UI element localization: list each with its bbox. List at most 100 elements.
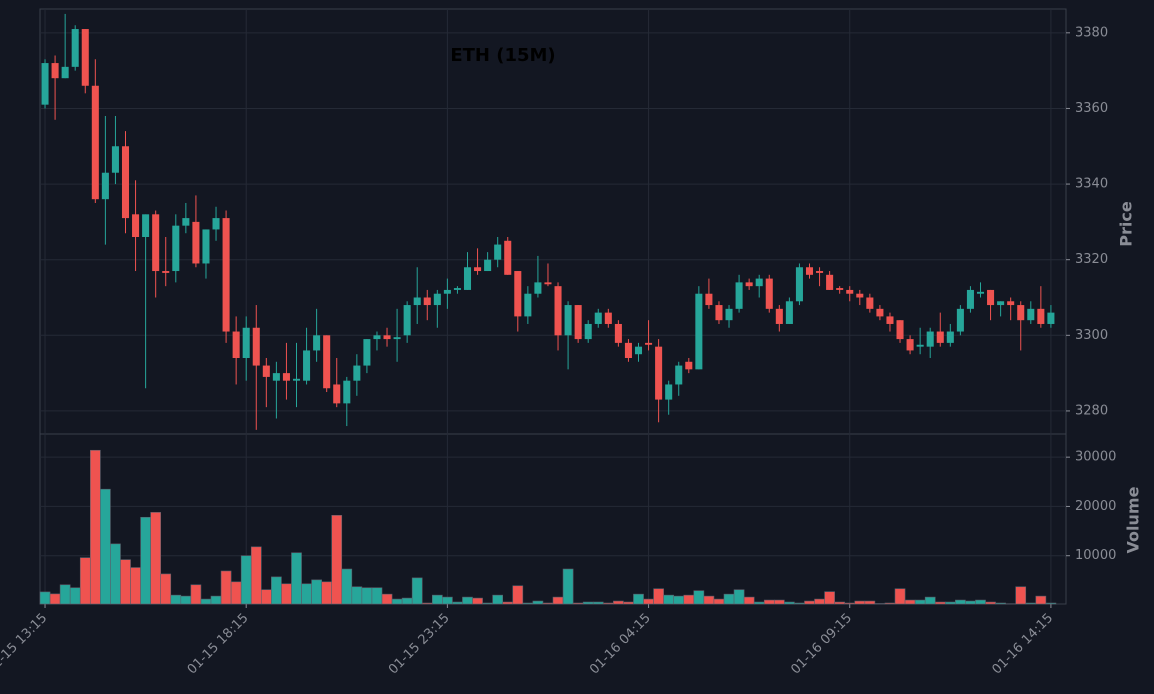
candle-body <box>594 312 602 324</box>
volume-bar <box>562 568 574 605</box>
volume-bar <box>502 601 514 605</box>
candle-body <box>685 361 693 370</box>
volume-bar <box>995 602 1006 605</box>
candle-body <box>564 305 572 336</box>
volume-bar <box>331 515 343 605</box>
volume-bar <box>210 595 222 605</box>
candle-body <box>152 214 160 272</box>
volume-bar <box>120 559 131 605</box>
candle-body <box>1027 308 1035 321</box>
volume-bar <box>240 555 252 605</box>
volume-bar <box>763 599 775 605</box>
volume-bar <box>975 599 986 605</box>
candle-body <box>111 146 119 173</box>
volume-bar <box>1015 586 1027 605</box>
candle-body <box>795 267 803 302</box>
candle-body <box>765 278 773 309</box>
candle-body <box>232 331 240 358</box>
y-axis-title: Price <box>1117 201 1136 247</box>
volume-bar <box>39 591 51 605</box>
candle-body <box>745 282 753 287</box>
volume-bar <box>341 568 353 605</box>
candle-body <box>785 301 793 324</box>
volume-bar <box>281 583 292 605</box>
volume-bar <box>985 601 996 605</box>
volume-bar <box>904 599 916 605</box>
volume-bar <box>442 596 453 605</box>
volume-bar <box>914 599 926 605</box>
candle-body <box>132 214 140 238</box>
volume-bar <box>673 595 685 605</box>
candle-body <box>705 293 713 306</box>
volume-bar <box>89 449 101 605</box>
candle-body <box>363 339 371 366</box>
volume-bar <box>522 602 534 605</box>
candle-body <box>61 66 69 79</box>
x-tick-label: 01-15 23:15 <box>386 611 453 678</box>
volume-bar <box>542 602 554 605</box>
candle-body <box>262 365 270 377</box>
volume-bar <box>663 594 675 605</box>
volume-bar <box>411 577 423 605</box>
y-tick-label: 3380 <box>1075 25 1108 40</box>
candle-body <box>1047 312 1055 324</box>
candle-body <box>71 29 79 67</box>
candle-body <box>966 289 974 309</box>
volume-bar <box>69 587 81 605</box>
candle-body <box>463 267 472 290</box>
candle-body <box>453 288 461 290</box>
candle-body <box>101 172 109 200</box>
volume-bar <box>955 599 966 605</box>
volume-tick-label: 20000 <box>1075 499 1116 514</box>
volume-bar <box>260 589 272 605</box>
volume-bar <box>110 543 121 605</box>
chart-title: ETH (15M) <box>450 45 555 66</box>
volume-bar <box>1035 595 1047 605</box>
volume-bar <box>934 601 946 605</box>
volume-panel <box>39 433 1067 605</box>
volume-bar <box>100 488 111 605</box>
candle-body <box>896 320 904 340</box>
candle-body <box>292 378 301 381</box>
x-tick-label: 01-16 14:15 <box>989 611 1056 678</box>
volume-bar <box>311 579 322 605</box>
volume-bar <box>1025 602 1037 605</box>
candle-body <box>323 335 331 389</box>
volume-bar <box>301 583 312 605</box>
candle-body <box>212 218 220 230</box>
candle-body <box>926 331 934 347</box>
candle-body <box>534 282 542 294</box>
candle-body <box>504 240 512 275</box>
candle-body <box>403 305 411 336</box>
x-tick-label: 01-15 18:15 <box>185 611 252 678</box>
volume-bar <box>965 600 976 605</box>
volume-bar <box>230 581 242 605</box>
candle-body <box>182 218 190 226</box>
candle-body <box>81 29 89 86</box>
volume-bar <box>814 598 825 605</box>
volume-bar <box>381 593 393 605</box>
volume-bar <box>643 598 654 605</box>
candle-body <box>645 342 653 345</box>
volume-bar <box>361 587 373 605</box>
volume-bar <box>472 597 483 605</box>
candle-body <box>303 350 311 381</box>
candle-body <box>474 267 482 272</box>
candle-body <box>665 384 673 400</box>
candle-body <box>222 218 230 332</box>
volume-bar <box>271 576 282 605</box>
volume-bar <box>351 586 363 605</box>
volume-bar <box>944 601 956 605</box>
candle-body <box>735 282 743 309</box>
volume-bar <box>452 601 463 605</box>
candle-body <box>162 271 170 273</box>
volume-bar <box>824 591 835 605</box>
volume-bar <box>894 588 906 605</box>
x-tick-label: 01-16 09:15 <box>788 611 855 678</box>
candle-body <box>413 297 421 306</box>
candle-body <box>675 365 683 385</box>
candle-body <box>142 214 150 238</box>
volume-bar <box>784 601 795 605</box>
candle-body <box>956 308 964 332</box>
